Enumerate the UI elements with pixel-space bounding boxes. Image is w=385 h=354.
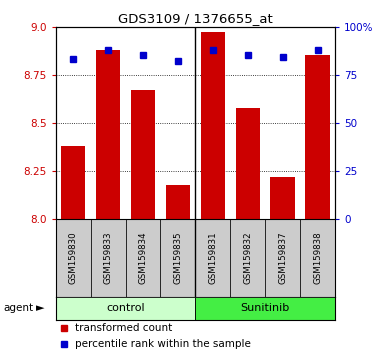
Bar bbox=[201, 32, 225, 219]
Text: GSM159832: GSM159832 bbox=[243, 232, 252, 284]
Text: agent: agent bbox=[4, 303, 34, 313]
Bar bbox=[166, 185, 190, 219]
Text: Sunitinib: Sunitinib bbox=[241, 303, 290, 313]
Bar bbox=[56, 219, 91, 297]
Bar bbox=[161, 219, 195, 297]
Text: GSM159833: GSM159833 bbox=[104, 232, 113, 284]
Text: GSM159838: GSM159838 bbox=[313, 232, 322, 284]
Text: ►: ► bbox=[36, 303, 45, 313]
Bar bbox=[61, 146, 85, 219]
Bar bbox=[300, 219, 335, 297]
Bar bbox=[305, 56, 330, 219]
Text: GSM159831: GSM159831 bbox=[208, 232, 218, 284]
Text: GSM159830: GSM159830 bbox=[69, 232, 78, 284]
Bar bbox=[195, 297, 335, 320]
Title: GDS3109 / 1376655_at: GDS3109 / 1376655_at bbox=[118, 12, 273, 25]
Text: transformed count: transformed count bbox=[75, 323, 172, 333]
Bar bbox=[236, 108, 260, 219]
Bar bbox=[195, 219, 230, 297]
Text: GSM159835: GSM159835 bbox=[173, 232, 182, 284]
Bar bbox=[265, 219, 300, 297]
Text: control: control bbox=[106, 303, 145, 313]
Bar bbox=[96, 50, 121, 219]
Bar bbox=[270, 177, 295, 219]
Text: GSM159834: GSM159834 bbox=[139, 232, 147, 284]
Text: percentile rank within the sample: percentile rank within the sample bbox=[75, 339, 251, 349]
Bar bbox=[126, 219, 161, 297]
Bar bbox=[230, 219, 265, 297]
Bar bbox=[131, 90, 155, 219]
Text: GSM159837: GSM159837 bbox=[278, 232, 287, 284]
Bar bbox=[91, 219, 126, 297]
Bar bbox=[56, 297, 195, 320]
